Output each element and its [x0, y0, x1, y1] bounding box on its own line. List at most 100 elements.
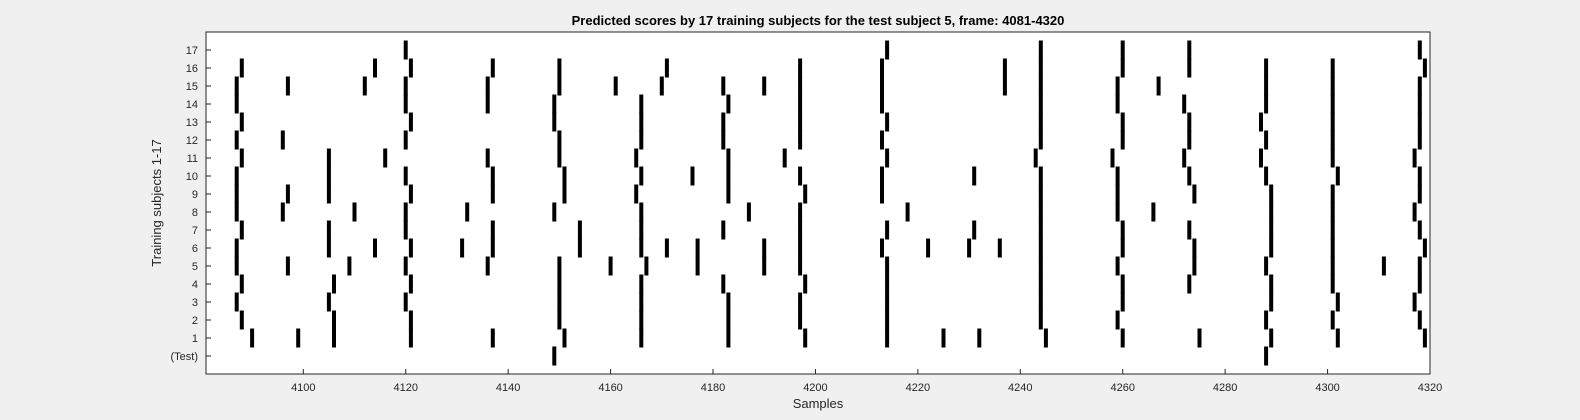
raster-mark	[1038, 112, 1043, 132]
raster-mark	[1269, 274, 1274, 294]
raster-mark	[803, 184, 808, 204]
raster-mark	[1330, 220, 1335, 240]
raster-mark	[403, 220, 408, 240]
raster-mark	[1269, 328, 1274, 348]
raster-mark	[1417, 310, 1422, 330]
raster-mark	[1422, 328, 1427, 348]
raster-mark	[362, 76, 367, 96]
raster-mark	[1120, 274, 1125, 294]
raster-mark	[1264, 76, 1269, 96]
raster-mark	[926, 238, 931, 258]
raster-mark	[721, 130, 726, 150]
raster-mark	[798, 94, 803, 114]
x-tick-label: 4100	[291, 382, 315, 394]
raster-mark	[803, 328, 808, 348]
raster-mark	[408, 328, 413, 348]
raster-mark	[1330, 76, 1335, 96]
raster-mark	[403, 256, 408, 276]
raster-mark	[1120, 58, 1125, 78]
raster-mark	[885, 40, 890, 60]
raster-mark	[465, 202, 470, 222]
raster-mark	[490, 166, 495, 186]
raster-mark	[562, 166, 567, 186]
raster-mark	[326, 184, 331, 204]
raster-mark	[1115, 94, 1120, 114]
raster-mark	[234, 292, 239, 312]
raster-mark	[798, 256, 803, 276]
raster-mark	[803, 274, 808, 294]
raster-mark	[634, 184, 639, 204]
raster-mark	[1038, 58, 1043, 78]
raster-mark	[557, 292, 562, 312]
raster-mark	[1264, 256, 1269, 276]
raster-mark	[1038, 274, 1043, 294]
raster-mark	[1115, 184, 1120, 204]
x-tick-label: 4200	[803, 382, 827, 394]
raster-mark	[234, 76, 239, 96]
raster-mark	[1120, 130, 1125, 150]
y-tick-label: 4	[192, 279, 198, 291]
raster-mark	[239, 58, 244, 78]
raster-mark	[639, 274, 644, 294]
raster-mark	[250, 328, 255, 348]
raster-mark	[726, 292, 731, 312]
raster-mark	[332, 310, 336, 330]
raster-mark	[485, 76, 490, 96]
x-tick-label: 4180	[701, 382, 725, 394]
raster-mark	[1330, 94, 1335, 114]
raster-mark	[1269, 184, 1274, 204]
raster-mark	[1038, 76, 1043, 96]
raster-mark	[239, 274, 244, 294]
raster-mark	[634, 148, 639, 168]
raster-mark	[880, 166, 884, 186]
raster-mark	[1269, 238, 1274, 258]
raster-mark	[403, 130, 408, 150]
raster-mark	[485, 256, 490, 276]
raster-mark	[726, 184, 731, 204]
raster-mark	[1417, 184, 1422, 204]
raster-mark	[721, 274, 726, 294]
raster-mark	[639, 202, 644, 222]
raster-mark	[403, 76, 408, 96]
raster-mark	[239, 112, 244, 132]
raster-mark	[1330, 112, 1335, 132]
x-tick-label: 4140	[496, 382, 520, 394]
raster-mark	[408, 58, 413, 78]
raster-mark	[798, 220, 803, 240]
raster-mark	[726, 328, 731, 348]
raster-mark	[1269, 220, 1274, 240]
raster-mark	[798, 166, 803, 186]
raster-mark	[1264, 166, 1269, 186]
raster-mark	[608, 256, 613, 276]
raster-mark	[1038, 166, 1043, 186]
raster-mark	[885, 310, 890, 330]
y-tick-label: 5	[192, 261, 198, 273]
raster-mark	[562, 328, 567, 348]
raster-mark	[1335, 292, 1340, 312]
raster-mark	[1002, 58, 1007, 78]
raster-mark	[403, 292, 408, 312]
raster-mark	[726, 166, 731, 186]
raster-mark	[721, 76, 726, 96]
raster-mark	[1182, 148, 1187, 168]
raster-mark	[880, 76, 884, 96]
x-tick-label: 4160	[598, 382, 622, 394]
raster-mark	[639, 166, 644, 186]
raster-mark	[326, 238, 331, 258]
raster-mark	[1335, 166, 1340, 186]
raster-mark	[557, 274, 562, 294]
raster-mark	[613, 76, 618, 96]
raster-mark	[1187, 40, 1192, 60]
raster-mark	[577, 220, 582, 240]
y-tick-label: 3	[192, 297, 198, 309]
plot-area	[206, 32, 1430, 374]
raster-mark	[326, 148, 331, 168]
raster-mark	[332, 274, 336, 294]
raster-mark	[695, 256, 700, 276]
raster-mark	[695, 238, 700, 258]
raster-mark	[639, 238, 644, 258]
y-tick-label: 16	[186, 63, 198, 75]
raster-mark	[557, 130, 562, 150]
raster-mark	[234, 202, 239, 222]
raster-mark	[1412, 148, 1417, 168]
